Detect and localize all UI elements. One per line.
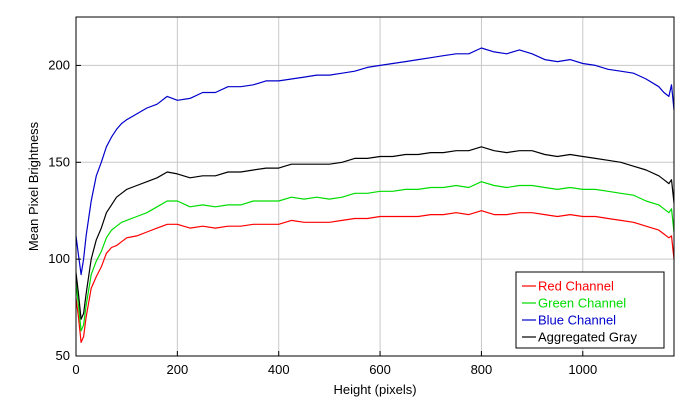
legend-label-blue-channel: Blue Channel [538,313,616,328]
x-tick-label: 600 [369,362,391,377]
legend-label-green-channel: Green Channel [538,296,626,311]
x-tick-label: 200 [167,362,189,377]
x-tick-label: 0 [72,362,79,377]
x-tick-label: 400 [268,362,290,377]
y-tick-label: 50 [56,348,70,363]
legend: Red Channel Green Channel Blue Channel Aggr… [515,271,665,349]
y-tick-label: 150 [48,154,70,169]
y-tick-label: 200 [48,57,70,72]
aggregated-gray-line [75,146,675,320]
ticks: 0 200 400 600 800 1000 50 100 150 200 [48,57,597,377]
x-tick-label: 1000 [568,362,597,377]
legend-box [515,271,665,349]
x-axis-label: Height (pixels) [333,382,416,397]
legend-label-red-channel: Red Channel [538,279,614,294]
legend-label-aggregated-gray: Aggregated Gray [538,330,638,345]
grid [76,17,674,356]
y-axis-label: Mean Pixel Brightness [26,121,41,251]
green-channel-line [75,181,675,332]
series-layer [75,47,675,343]
blue-channel-line [75,47,675,276]
y-tick-label: 100 [48,251,70,266]
red-channel-line [75,210,675,343]
plot-frame [75,16,675,357]
x-tick-label: 800 [471,362,493,377]
